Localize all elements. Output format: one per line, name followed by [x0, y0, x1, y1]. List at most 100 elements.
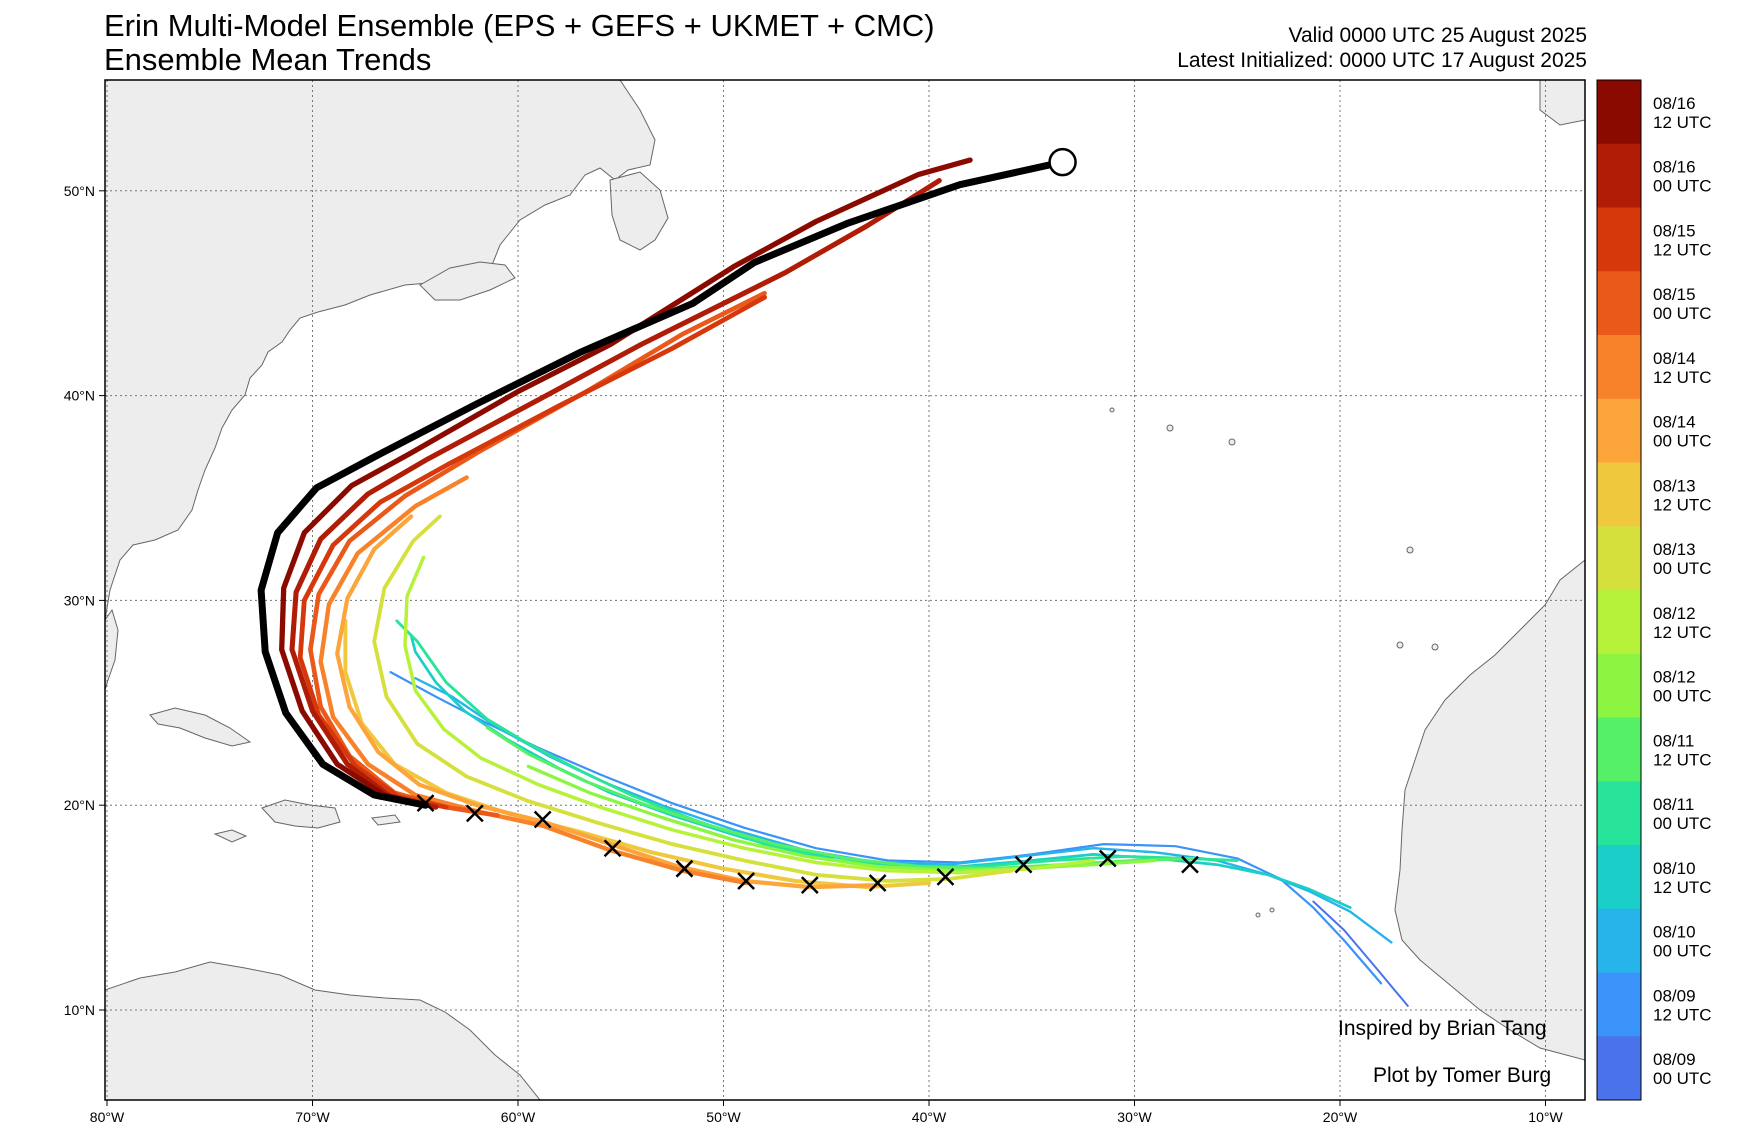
canary-island: [1431, 643, 1439, 651]
valid-time: Valid 0000 UTC 25 August 2025: [1288, 24, 1587, 47]
axis-ticks: 80°W 70°W 60°W 50°W 40°W 30°W 20°W 10°W 10°N 20°N…: [64, 183, 1564, 1125]
colorbar-date-label: 08/16: [1653, 158, 1696, 177]
position-markers: [416, 147, 1199, 894]
colorbar-time-label: 00 UTC: [1653, 432, 1712, 451]
colorbar-date-label: 08/14: [1653, 413, 1696, 432]
colorbar-time-label: 00 UTC: [1653, 687, 1712, 706]
colorbar-time-label: 00 UTC: [1653, 304, 1712, 323]
x-marker: [800, 876, 819, 894]
colorbar-swatch: [1597, 143, 1641, 208]
lat-tick-label: 20°N: [64, 797, 95, 813]
lat-tick-label: 40°N: [64, 388, 95, 404]
colorbar-frame: [1596, 79, 1642, 1101]
graticule: [105, 80, 1585, 1100]
colorbar-date-label: 08/11: [1653, 795, 1694, 814]
mean-track-line: [257, 158, 1067, 809]
colorbar-time-label: 00 UTC: [1653, 942, 1712, 961]
lat-tick-label: 30°N: [64, 592, 95, 608]
colorbar-swatch: [1597, 1036, 1641, 1101]
colorbar-time-label: 00 UTC: [1653, 177, 1712, 196]
colorbar-time-label: 00 UTC: [1653, 814, 1712, 833]
map-subtitle: Ensemble Mean Trends: [104, 42, 432, 77]
hispaniola-land: [261, 799, 341, 829]
ensemble-track-line: [1312, 900, 1409, 1007]
colorbar-date-label: 08/13: [1653, 540, 1696, 559]
ensemble-track-line: [297, 294, 767, 810]
ensemble-track-line: [289, 178, 942, 810]
colorbar-time-label: 00 UTC: [1653, 1069, 1712, 1088]
x-marker: [533, 810, 552, 829]
colorbar-date-label: 08/13: [1653, 476, 1696, 495]
colorbar-time-label: 12 UTC: [1653, 878, 1712, 897]
initialized-time: Latest Initialized: 0000 UTC 17 August 2…: [1177, 49, 1587, 72]
ensemble-track-line: [372, 514, 1014, 883]
colorbar-date-label: 08/15: [1653, 285, 1696, 304]
colorbar-swatch: [1597, 908, 1641, 973]
credit-plot: Plot by Tomer Burg: [1373, 1064, 1552, 1087]
nova-scotia-land: [419, 261, 516, 301]
colorbar-swatch: [1597, 398, 1641, 463]
lat-tick-label: 50°N: [64, 183, 95, 199]
colorbar-date-label: 08/15: [1653, 221, 1696, 240]
credit-inspired: Inspired by Brian Tang: [1338, 1017, 1547, 1040]
colorbar-swatch: [1597, 271, 1641, 336]
colorbar-swatch: [1597, 781, 1641, 846]
colorbar-swatch: [1597, 590, 1641, 655]
colorbar-swatch: [1597, 845, 1641, 910]
x-marker: [1181, 855, 1199, 874]
colorbar-date-label: 08/16: [1653, 94, 1696, 113]
colorbar-swatch: [1597, 717, 1641, 782]
end-point-marker: [1048, 147, 1077, 177]
x-marker: [603, 839, 622, 858]
colorbar-swatch: [1597, 335, 1641, 400]
colorbar-time-label: 12 UTC: [1653, 113, 1712, 132]
lon-tick-label: 30°W: [1117, 1109, 1152, 1125]
colorbar-date-label: 08/09: [1653, 986, 1696, 1005]
colorbar-time-label: 12 UTC: [1653, 240, 1712, 259]
colorbar-swatch: [1597, 207, 1641, 272]
colorbar-swatch: [1597, 80, 1641, 145]
newfoundland-land: [609, 171, 669, 251]
florida-land: [105, 608, 119, 691]
south-america-land: [105, 961, 541, 1100]
lon-tick-label: 70°W: [295, 1109, 330, 1125]
map-title: Erin Multi-Model Ensemble (EPS + GEFS + …: [104, 8, 935, 43]
colorbar-date-label: 08/11: [1653, 731, 1694, 750]
lon-tick-label: 40°W: [912, 1109, 947, 1125]
colorbar-swatch: [1597, 972, 1641, 1037]
x-marker: [416, 794, 435, 813]
cuba-land: [149, 707, 252, 747]
ensemble-track-line: [403, 555, 1096, 875]
colorbar-time-label: 12 UTC: [1653, 1005, 1712, 1024]
lon-tick-label: 80°W: [90, 1109, 125, 1125]
cape-verde-island: [1269, 907, 1275, 913]
cape-verde-island: [1255, 912, 1261, 918]
colorbar-swatch: [1597, 462, 1641, 527]
lon-tick-label: 20°W: [1323, 1109, 1358, 1125]
jamaica-land: [213, 829, 248, 843]
iberia-land: [1539, 80, 1585, 126]
x-marker: [675, 859, 694, 878]
x-marker: [868, 874, 887, 892]
x-marker: [1098, 849, 1117, 868]
x-marker: [936, 867, 955, 886]
colorbar-date-label: 08/12: [1653, 668, 1696, 687]
lon-tick-label: 50°W: [706, 1109, 741, 1125]
map-frame: [104, 79, 1586, 1101]
azores-island: [1166, 424, 1174, 432]
colorbar-date-label: 08/14: [1653, 349, 1696, 368]
colorbar-time-label: 12 UTC: [1653, 623, 1712, 642]
africa-land: [1394, 559, 1585, 1061]
colorbar-time-label: 12 UTC: [1653, 368, 1712, 387]
canary-island: [1396, 641, 1404, 649]
lon-tick-label: 60°W: [501, 1109, 536, 1125]
x-marker: [737, 872, 755, 890]
madeira-island: [1406, 546, 1414, 554]
colorbar-time-label: 00 UTC: [1653, 559, 1712, 578]
colorbar-time-label: 12 UTC: [1653, 495, 1712, 514]
colorbar-swatch: [1597, 653, 1641, 718]
colorbar-time-label: 12 UTC: [1653, 750, 1712, 769]
colorbar-date-label: 08/12: [1653, 604, 1696, 623]
